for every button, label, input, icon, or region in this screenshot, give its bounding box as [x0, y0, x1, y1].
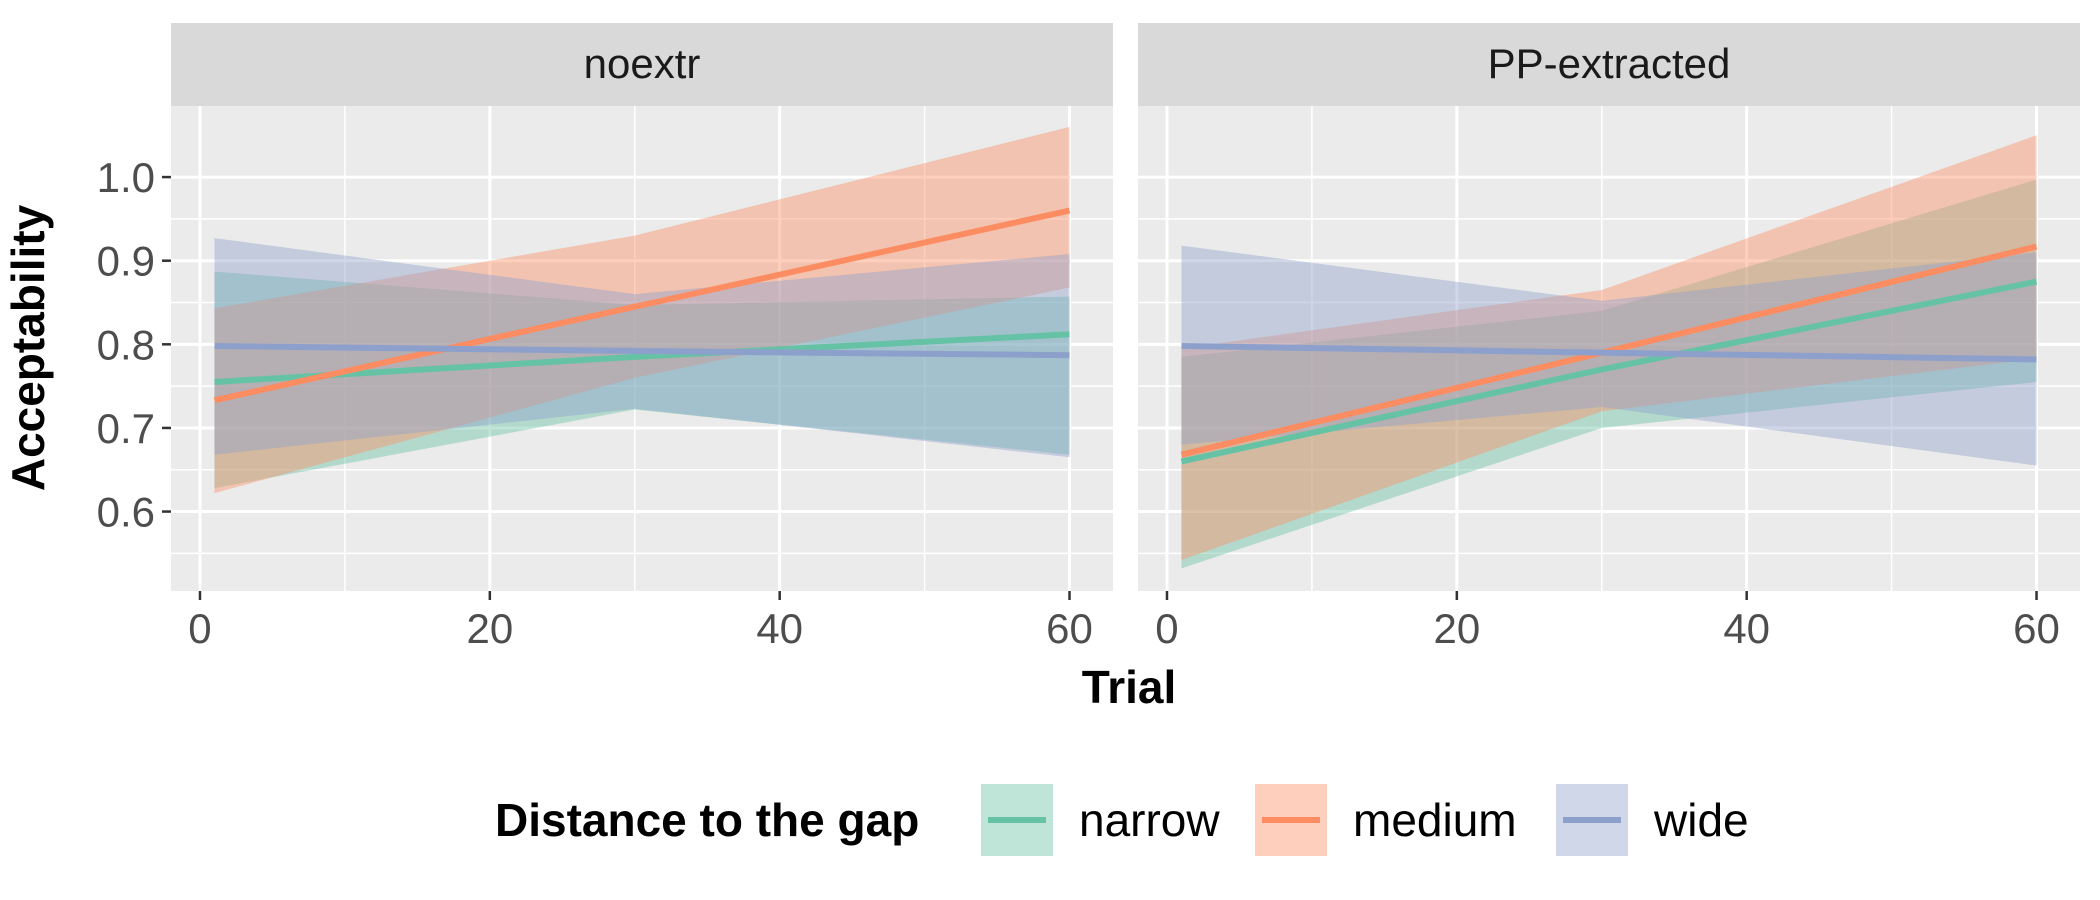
legend-item-wide: wide: [1556, 784, 1749, 856]
line-narrow: [214, 331, 1070, 385]
ribbon-medium: [214, 126, 1070, 494]
line-wide: [214, 342, 1070, 359]
panel-0: noextr 0 20 40 60 0.6 0.7 0.8 0.9 1.0: [97, 23, 1113, 652]
legend-keys: narrow medium wide: [981, 784, 1749, 856]
y-tick-label: 0.6: [97, 489, 155, 536]
x-tick-label: 60: [1046, 605, 1093, 652]
facet-strip: [171, 23, 1113, 106]
x-tick-label: 60: [2013, 605, 2060, 652]
facet-strip: [1138, 23, 2080, 106]
line-narrow: [1180, 278, 2038, 465]
y-tick-label: 0.9: [97, 238, 155, 285]
line-medium: [213, 207, 1071, 404]
x-axis-title: Trial: [1082, 661, 1177, 713]
legend-title: Distance to the gap: [495, 794, 919, 846]
line-wide: [1181, 342, 2037, 363]
ribbon-narrow: [1181, 179, 2037, 569]
legend-item-narrow: narrow: [981, 784, 1220, 856]
legend-label: wide: [1653, 794, 1749, 846]
legend-item-medium: medium: [1255, 784, 1517, 856]
facet-label: noextr: [584, 40, 701, 87]
ribbon-medium: [1181, 135, 2037, 561]
x-tick-label: 40: [1723, 605, 1770, 652]
x-tick-label: 20: [1433, 605, 1480, 652]
ribbon-wide: [214, 238, 1070, 458]
y-tick-label: 0.8: [97, 321, 155, 368]
legend-label: narrow: [1079, 794, 1220, 846]
y-axis-title: Acceptability: [2, 204, 54, 491]
ribbon-narrow: [214, 271, 1070, 489]
panels-layer: noextr 0 20 40 60 0.6 0.7 0.8 0.9 1.0 PP-extracted…: [97, 23, 2080, 652]
y-tick-label: 0.7: [97, 405, 155, 452]
legend: Distance to the gap narrow medium wide: [495, 784, 1749, 856]
legend-label: medium: [1353, 794, 1517, 846]
facet-label: PP-extracted: [1488, 40, 1731, 87]
y-tick-label: 1.0: [97, 154, 155, 201]
x-tick-label: 40: [756, 605, 803, 652]
x-tick-label: 20: [466, 605, 513, 652]
x-tick-label: 0: [188, 605, 211, 652]
panel-1: PP-extracted 0 20 40 60: [1138, 23, 2080, 652]
x-tick-label: 0: [1155, 605, 1178, 652]
